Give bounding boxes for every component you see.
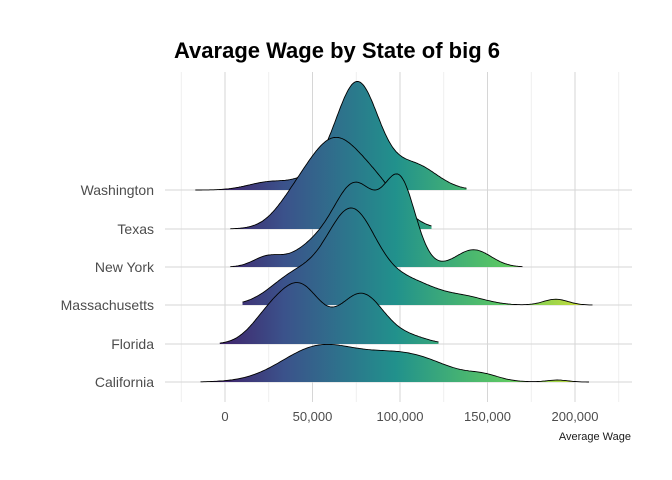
ridge-outline-washington	[195, 81, 467, 191]
y-label-california: California	[95, 374, 154, 390]
y-label-florida: Florida	[111, 336, 154, 352]
x-tick-label: 50,000	[293, 409, 333, 424]
y-label-washington: Washington	[81, 182, 154, 198]
ridge-new-york	[230, 173, 523, 268]
ridge-fill-new-york	[230, 173, 523, 267]
ridge-california	[200, 343, 589, 383]
ridge-fill-washington	[195, 81, 467, 190]
ridge-washington	[195, 81, 467, 191]
ridge-outline-florida	[219, 282, 439, 344]
x-axis-title: Average Wage	[559, 431, 631, 443]
x-tick-label: 0	[221, 409, 228, 424]
ridge-fill-massachusetts	[242, 208, 593, 305]
x-tick-label: 150,000	[464, 409, 511, 424]
chart-title: Avarage Wage by State of big 6	[174, 38, 500, 63]
ridges	[195, 81, 593, 383]
y-label-massachusetts: Massachusetts	[61, 297, 154, 313]
x-tick-label: 200,000	[552, 409, 599, 424]
ridge-outline-massachusetts	[242, 207, 593, 306]
y-axis-labels: California Florida Massachusetts New York Te…	[61, 182, 155, 390]
ridge-outline-california	[200, 343, 589, 383]
ridge-fill-california	[200, 344, 589, 382]
x-tick-label: 100,000	[377, 409, 424, 424]
ridge-florida	[219, 282, 439, 344]
ridge-outline-new-york	[230, 173, 523, 268]
y-label-new-york: New York	[95, 259, 155, 275]
ridge-massachusetts	[242, 207, 593, 306]
x-axis-tick-labels: 0 50,000 100,000 150,000 200,000	[221, 409, 598, 424]
y-label-texas: Texas	[117, 221, 154, 237]
